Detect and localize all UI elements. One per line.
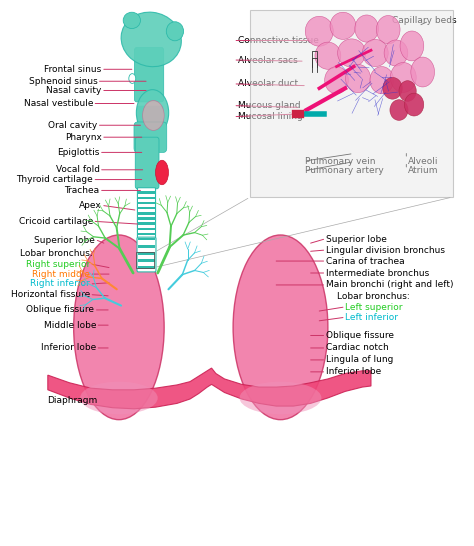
Text: Inferior lobe: Inferior lobe — [41, 343, 96, 353]
Bar — [138, 207, 155, 210]
Ellipse shape — [384, 40, 408, 66]
Ellipse shape — [129, 74, 136, 84]
Text: Horizontal fissure: Horizontal fissure — [11, 290, 90, 299]
Ellipse shape — [400, 31, 424, 61]
Text: Frontal sinus: Frontal sinus — [45, 65, 102, 74]
Ellipse shape — [80, 382, 158, 414]
Text: Capillary beds: Capillary beds — [392, 16, 456, 26]
Ellipse shape — [143, 100, 164, 130]
Text: Lobar bronchus:: Lobar bronchus: — [20, 250, 93, 258]
Text: Sphenoid sinus: Sphenoid sinus — [28, 77, 97, 86]
Text: Oblique fissure: Oblique fissure — [27, 305, 94, 314]
Text: Left superior: Left superior — [345, 302, 402, 312]
Ellipse shape — [404, 93, 424, 116]
Bar — [138, 197, 155, 199]
FancyBboxPatch shape — [137, 106, 163, 144]
Polygon shape — [48, 368, 371, 409]
Text: Nasal vestibule: Nasal vestibule — [24, 99, 93, 108]
Ellipse shape — [73, 235, 164, 420]
FancyBboxPatch shape — [250, 9, 453, 197]
Text: Alveolar sacs: Alveolar sacs — [238, 56, 298, 64]
Bar — [138, 228, 155, 230]
Text: Alveoli: Alveoli — [408, 157, 438, 165]
Ellipse shape — [305, 16, 333, 46]
Ellipse shape — [337, 39, 365, 67]
Text: Left inferior: Left inferior — [345, 313, 398, 322]
Ellipse shape — [383, 78, 402, 99]
Ellipse shape — [239, 382, 321, 414]
Bar — [138, 222, 155, 225]
Text: Superior lobe: Superior lobe — [34, 236, 95, 245]
Ellipse shape — [399, 81, 416, 102]
Bar — [138, 201, 155, 204]
Text: Right middle: Right middle — [32, 270, 90, 278]
Text: Nasal cavity: Nasal cavity — [46, 86, 102, 95]
Text: Diaphragm: Diaphragm — [47, 396, 97, 405]
Text: Middle lobe: Middle lobe — [44, 321, 96, 330]
Bar — [138, 245, 155, 248]
Text: Right inferior: Right inferior — [30, 280, 90, 288]
Ellipse shape — [315, 42, 341, 69]
Bar — [138, 252, 155, 255]
Text: Cardiac notch: Cardiac notch — [326, 343, 389, 353]
FancyBboxPatch shape — [135, 48, 164, 102]
Ellipse shape — [346, 64, 371, 93]
Ellipse shape — [362, 39, 388, 67]
FancyBboxPatch shape — [137, 237, 156, 272]
Bar — [138, 266, 155, 269]
Text: Vocal fold: Vocal fold — [55, 165, 100, 174]
Ellipse shape — [370, 67, 393, 94]
Text: Mucosal lining: Mucosal lining — [238, 112, 303, 121]
Ellipse shape — [233, 235, 328, 420]
Text: Oblique fissure: Oblique fissure — [326, 331, 394, 340]
FancyBboxPatch shape — [137, 188, 155, 241]
Ellipse shape — [121, 12, 182, 67]
Text: Lingula of lung: Lingula of lung — [326, 355, 393, 364]
Text: Lobar bronchus:: Lobar bronchus: — [337, 293, 409, 301]
Text: Connective tissue: Connective tissue — [238, 36, 319, 45]
Text: Alveolar duct: Alveolar duct — [238, 80, 299, 88]
Ellipse shape — [330, 12, 356, 39]
Bar — [138, 238, 155, 240]
Text: Mucous gland: Mucous gland — [238, 101, 301, 110]
Bar — [138, 259, 155, 262]
Text: Pulmonary vein: Pulmonary vein — [305, 157, 376, 165]
Text: Pharynx: Pharynx — [65, 133, 102, 142]
Text: Pulmonary artery: Pulmonary artery — [305, 167, 384, 175]
Text: Apex: Apex — [79, 201, 102, 210]
Text: Atrium: Atrium — [408, 167, 438, 175]
Text: Right superior: Right superior — [26, 260, 90, 269]
Text: Cricoid cartilage: Cricoid cartilage — [18, 217, 93, 226]
Text: Main bronchi (right and left): Main bronchi (right and left) — [326, 281, 453, 289]
Ellipse shape — [391, 62, 416, 92]
Ellipse shape — [411, 57, 435, 87]
Bar — [138, 233, 155, 235]
Ellipse shape — [355, 15, 379, 42]
Text: Epiglottis: Epiglottis — [57, 148, 100, 157]
Bar — [138, 192, 155, 194]
Ellipse shape — [137, 90, 169, 136]
Bar — [138, 212, 155, 215]
FancyBboxPatch shape — [134, 122, 167, 152]
Text: Carina of trachea: Carina of trachea — [326, 257, 404, 265]
Ellipse shape — [155, 161, 168, 185]
Text: Trachea: Trachea — [64, 186, 100, 195]
Text: Superior lobe: Superior lobe — [326, 235, 387, 244]
Ellipse shape — [325, 67, 348, 94]
Text: Oral cavity: Oral cavity — [48, 121, 97, 130]
Ellipse shape — [376, 15, 400, 44]
Ellipse shape — [123, 12, 140, 28]
Ellipse shape — [390, 100, 408, 120]
Text: Thyroid cartilage: Thyroid cartilage — [16, 175, 93, 184]
Text: Inferior lobe: Inferior lobe — [326, 367, 381, 376]
FancyBboxPatch shape — [135, 137, 159, 189]
Text: Lingular division bronchus: Lingular division bronchus — [326, 246, 445, 254]
Text: Intermediate bronchus: Intermediate bronchus — [326, 269, 429, 277]
Ellipse shape — [166, 22, 183, 41]
Bar — [138, 217, 155, 219]
